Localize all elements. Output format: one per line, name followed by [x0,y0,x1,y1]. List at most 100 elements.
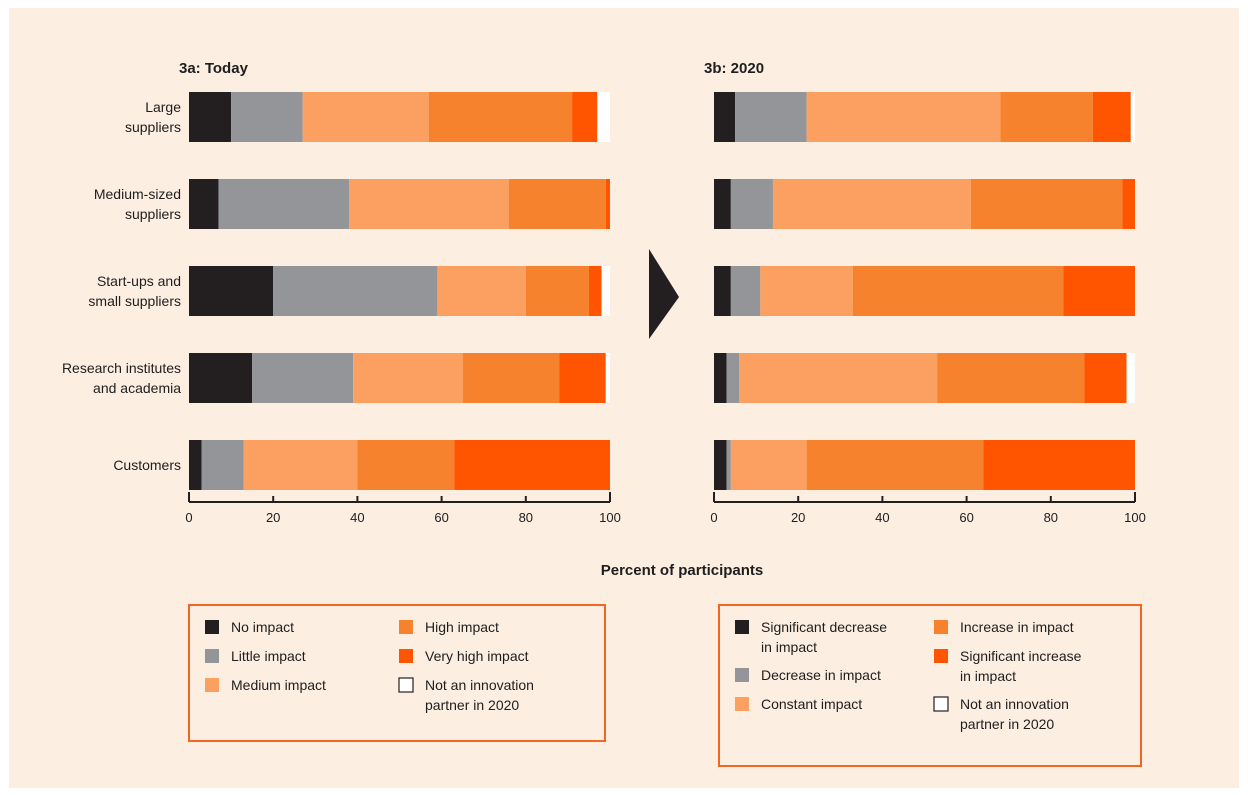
legend-swatch [735,668,749,682]
legend-label: Very high impact [425,648,529,664]
legend-label: in impact [761,639,817,655]
bar-segment [252,353,354,403]
legend-swatch [205,620,219,634]
legend-label: No impact [231,619,294,635]
legend-label: Decrease in impact [761,667,881,683]
bar-segment [772,179,971,229]
bar-segment [714,440,727,490]
legend-label: Medium impact [231,677,326,693]
category-label: and academia [93,380,181,396]
bar-segment [714,266,731,316]
bar-segment [189,179,219,229]
bar-segment [243,440,358,490]
bar-segment [601,266,610,316]
bar-segment [1126,353,1135,403]
bar-segment [201,440,244,490]
legend-label: Not an innovation [425,677,534,693]
bar-segment [428,92,573,142]
category-label: small suppliers [88,293,181,309]
category-label: Medium-sized [94,186,181,202]
legend-swatch [398,677,414,693]
bar-segment [559,353,606,403]
bar-segment [302,92,429,142]
category-label: Customers [113,457,181,473]
category-label: Research institutes [62,360,181,376]
bar-segment [735,92,807,142]
legend-label: Little impact [231,648,306,664]
bar-segment [189,440,202,490]
chart-svg: 3a: Today 3b: 2020 Large suppliers Medium-… [62,60,1146,767]
bar-segment [189,266,274,316]
legend-label: in impact [960,668,1016,684]
x-tick-label: 60 [959,510,973,525]
bar-segment [714,353,727,403]
legend-swatch [735,620,749,634]
bar-segment [760,266,853,316]
legend-swatch [205,649,219,663]
legend-label: High impact [425,619,499,635]
legend-swatch [933,696,949,712]
x-axis-label: Percent of participants [601,562,764,579]
bar-segment [525,266,589,316]
bar-segment [714,179,731,229]
legend-swatch [934,620,948,634]
legend-border [718,604,1142,767]
chevron-right-icon [649,249,679,339]
legend-label: Significant decrease [761,619,887,635]
panel-title-today: 3a: Today [179,60,249,77]
bar-segment [605,179,610,229]
x-tick-label: 100 [599,510,621,525]
bar-segment [730,179,773,229]
x-tick-label: 60 [434,510,448,525]
bar-segment [588,266,602,316]
x-tick-label: 80 [519,510,533,525]
bar-segment [1122,179,1135,229]
bar-segment [1092,92,1131,142]
legend-swatch [205,678,219,692]
category-label: Start-ups and [97,273,181,289]
bar-segment [1000,92,1093,142]
legend-label: partner in 2020 [425,697,519,713]
bar-segment [806,92,1001,142]
bar-segment [983,440,1135,490]
bar-segment [1063,266,1135,316]
bar-segment [348,179,509,229]
bar-segment [231,92,303,142]
x-tick-label: 0 [710,510,717,525]
bar-segment [437,266,526,316]
bar-segment [454,440,610,490]
bar-segment [508,179,606,229]
bar-segment [218,179,349,229]
legend-swatch [399,649,413,663]
legend-border [188,604,606,742]
legend-label: Significant increase [960,648,1082,664]
legend-today: No impact Little impact Medium impact High … [188,604,606,742]
bar-segment [189,353,253,403]
panel-today: 0 20 40 60 80 100 [185,92,621,525]
bar-segment [273,266,438,316]
bar-segment [462,353,560,403]
category-label: suppliers [125,119,181,135]
bar-segment [739,353,938,403]
panel-title-2020: 3b: 2020 [704,60,764,77]
bar-segment [605,353,610,403]
bar-segment [726,440,731,490]
x-tick-label: 80 [1044,510,1058,525]
legend-swatch [934,649,948,663]
bar-segment [357,440,455,490]
panel-2020: 0 20 40 60 80 100 [710,92,1146,525]
bar-segment [714,92,736,142]
legend-label: Not an innovation [960,696,1069,712]
bar-segment [353,353,463,403]
legend-label: Increase in impact [960,619,1074,635]
bar-segment [970,179,1123,229]
category-label: suppliers [125,206,181,222]
legend-swatch [735,697,749,711]
bar-segment [597,92,610,142]
x-tick-label: 0 [185,510,192,525]
category-label: Large [145,99,181,115]
x-tick-label: 20 [266,510,280,525]
x-tick-label: 40 [875,510,889,525]
bar-segment [730,440,807,490]
bar-segment [1084,353,1127,403]
